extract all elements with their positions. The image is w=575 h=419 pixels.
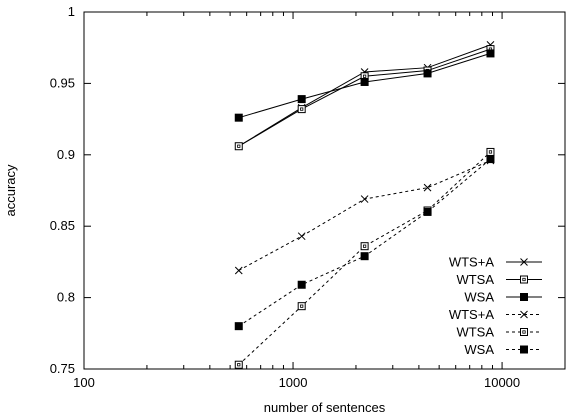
marker-inner [488, 150, 493, 154]
data-point [360, 242, 369, 251]
series-2 [234, 49, 495, 122]
legend-label: WSA [464, 290, 494, 305]
y-tick-label: 0.9 [57, 147, 75, 162]
marker-box [234, 142, 243, 151]
marker-inner [363, 74, 367, 78]
plot-frame [83, 11, 566, 370]
legend: WTS+A WTSA WSA WTS+A WTSA WSA [449, 255, 542, 357]
series-0 [234, 40, 495, 151]
data-point [423, 183, 432, 192]
data-point [297, 302, 306, 311]
marker-inner [300, 304, 304, 308]
data-point [234, 142, 243, 151]
marker-inner [522, 277, 526, 282]
data-point [234, 360, 243, 369]
marker-box [297, 105, 306, 114]
series-1 [234, 45, 495, 151]
marker-stroke [520, 310, 528, 319]
marker-box [520, 275, 528, 284]
legend-marker [520, 345, 528, 354]
data-point [486, 147, 495, 156]
data-point [297, 105, 306, 114]
marker-inner [363, 244, 367, 248]
data-point [486, 155, 495, 164]
marker-box [486, 147, 495, 156]
legend-marker [520, 293, 528, 301]
x-tick-label: 1000 [279, 375, 308, 390]
marker-stroke [520, 258, 528, 266]
marker-stroke [234, 266, 243, 275]
data-point [234, 113, 243, 122]
marker-box [234, 360, 243, 369]
legend-marker [520, 275, 528, 284]
marker-stroke [297, 232, 306, 241]
legend-label: WTSA [456, 272, 494, 287]
data-point [297, 95, 306, 104]
data-point [360, 252, 369, 261]
data-point [486, 49, 495, 58]
legend-label: WSA [464, 342, 494, 357]
x-tick-label: 10000 [484, 375, 520, 390]
legend-label: WTSA [456, 325, 494, 340]
chart-marks [234, 40, 495, 369]
y-tick-label: 1 [68, 4, 75, 19]
marker-inner [522, 330, 526, 334]
series-line [238, 48, 491, 147]
marker-inner [300, 107, 304, 111]
data-point [360, 195, 369, 203]
marker-box [360, 242, 369, 251]
marker-box [520, 328, 528, 336]
series-5 [234, 155, 495, 331]
marker-stroke [423, 183, 432, 192]
marker-inner [237, 144, 241, 148]
legend-label: WTS+A [449, 255, 494, 270]
marker-stroke [360, 195, 369, 203]
series-line [238, 44, 491, 147]
data-point [423, 207, 432, 216]
axis-ticks: 0.75 0.8 0.85 0.9 0.95 1 100 1000 10000 [50, 4, 566, 390]
legend-marker [520, 328, 528, 336]
y-tick-label: 0.8 [57, 290, 75, 305]
x-axis-label: number of sentences [264, 400, 386, 415]
data-point [360, 77, 369, 86]
data-point [234, 322, 243, 331]
y-axis-label: accuracy [3, 164, 18, 217]
marker-box [297, 302, 306, 311]
marker-inner [237, 363, 241, 367]
data-point [423, 69, 432, 78]
data-point [297, 232, 306, 241]
legend-label: WTS+A [449, 307, 494, 322]
y-tick-label: 0.85 [50, 218, 75, 233]
x-tick-label: 100 [73, 375, 95, 390]
data-point [234, 266, 243, 275]
y-tick-label: 0.95 [50, 75, 75, 90]
data-point [297, 280, 306, 289]
y-tick-label: 0.75 [50, 361, 75, 376]
legend-marker [520, 258, 528, 266]
legend-marker [520, 310, 528, 319]
